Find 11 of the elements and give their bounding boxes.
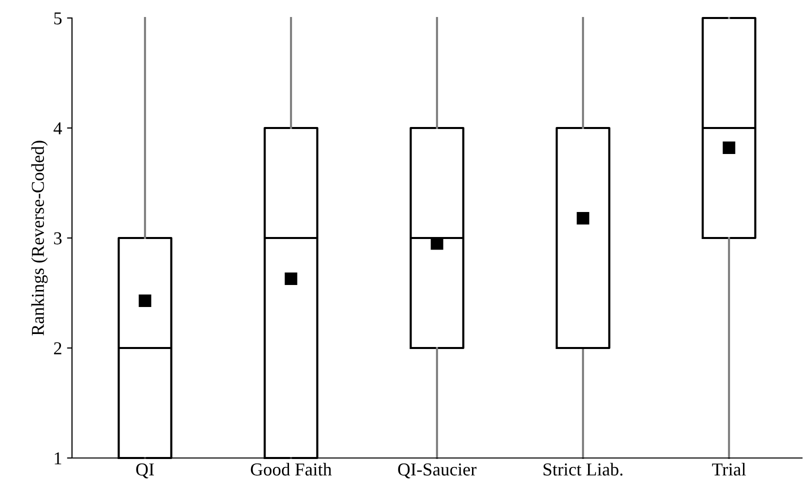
y-tick-label: 3 <box>54 232 62 244</box>
x-tick-label: QI <box>136 463 154 478</box>
y-axis-title: Rankings (Reverse-Coded) <box>31 140 48 336</box>
x-tick-label: Good Faith <box>250 462 332 476</box>
y-tick-label: 4 <box>54 122 62 134</box>
y-tick-label: 5 <box>54 12 62 24</box>
x-tick-label: Strict Liab. <box>544 462 622 476</box>
y-tick-label: 2 <box>54 342 62 354</box>
x-tick-label: QI-Saucier <box>398 463 476 478</box>
x-tick-label: Trial <box>712 462 746 476</box>
y-tick-label: 1 <box>54 452 62 464</box>
